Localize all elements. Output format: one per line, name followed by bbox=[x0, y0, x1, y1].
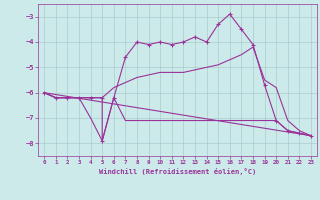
X-axis label: Windchill (Refroidissement éolien,°C): Windchill (Refroidissement éolien,°C) bbox=[99, 168, 256, 175]
